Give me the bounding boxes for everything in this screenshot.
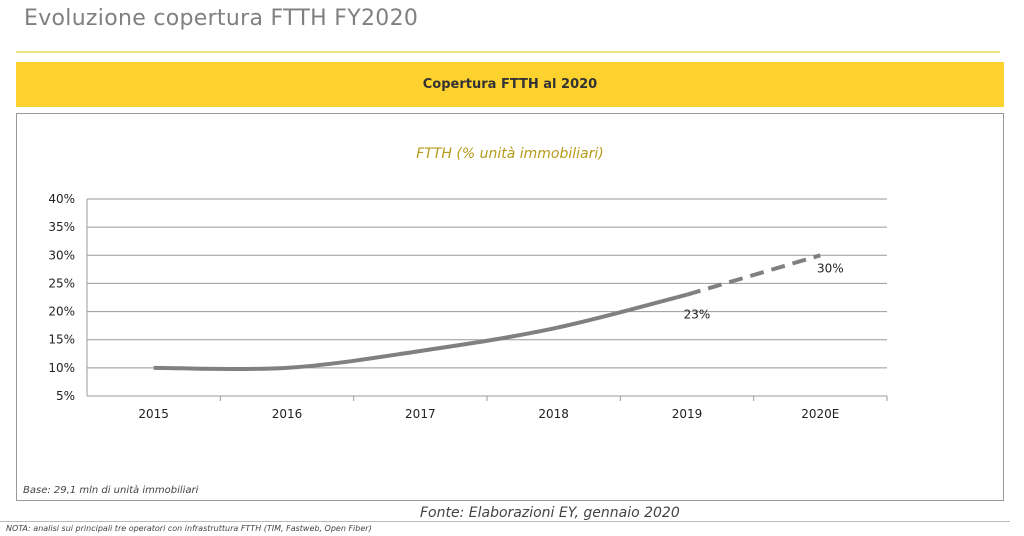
section-banner: Copertura FTTH al 2020 <box>16 62 1004 107</box>
footnote: NOTA: analisi sui principali tre operato… <box>6 524 372 533</box>
source-note: Fonte: Elaborazioni EY, gennaio 2020 <box>420 505 680 521</box>
y-tick-label: 25% <box>48 276 75 290</box>
y-tick-label: 10% <box>48 361 75 375</box>
y-tick-label: 15% <box>48 333 75 347</box>
footer-divider <box>0 521 1010 522</box>
x-tick-label: 2019 <box>672 407 703 421</box>
series-line-actual <box>153 292 688 372</box>
y-tick-label: 35% <box>48 220 75 234</box>
chart-title: FTTH (% unità immobiliari) <box>416 146 604 162</box>
y-tick-label: 20% <box>48 305 75 319</box>
line-chart: 5% 10% 15% 20% 25% 30% 35% 40% 2015 2016 2017 2018 2… <box>48 192 888 421</box>
data-label: 30% <box>817 261 844 275</box>
base-note: Base: 29,1 mln di unità immobiliari <box>23 485 199 496</box>
x-tick-label: 2020E <box>801 407 839 421</box>
y-tick-label: 5% <box>56 389 75 403</box>
title-divider <box>16 51 1000 53</box>
chart-panel: FTTH (% unità immobiliari) 5% 10% 15% 20% 25… <box>16 113 1004 501</box>
x-tick-label: 2016 <box>272 407 303 421</box>
page-title: Evoluzione copertura FTTH FY2020 <box>24 6 419 31</box>
y-tick-label: 30% <box>48 248 75 262</box>
x-tick-label: 2017 <box>405 407 436 421</box>
x-tick-label: 2015 <box>138 407 169 421</box>
series-line-forecast <box>686 253 821 297</box>
y-tick-label: 40% <box>48 192 75 206</box>
x-tick-label: 2018 <box>538 407 569 421</box>
data-label: 23% <box>684 308 711 322</box>
